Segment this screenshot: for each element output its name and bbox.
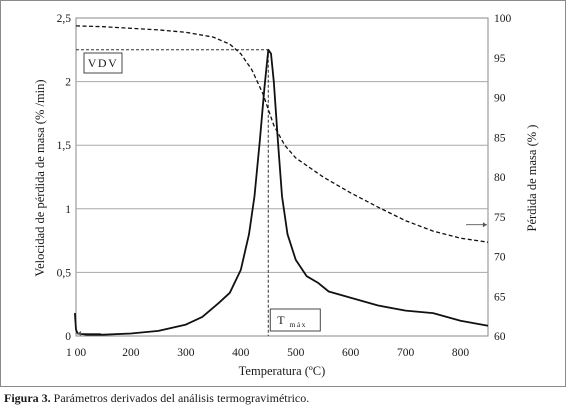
caption-label: Figura 3. — [4, 391, 51, 405]
figure-frame — [0, 0, 566, 387]
caption-text: Parámetros derivados del análisis termog… — [50, 391, 310, 405]
x-tick-label: 500 — [287, 347, 305, 359]
left-tick-label: 0 — [65, 331, 71, 343]
right-axis-title: Pérdida de masa (% ) — [525, 125, 539, 232]
mass-loss-rate-series — [74, 48, 489, 336]
left-axis-title: Velocidad de pérdida de masa (% /min) — [33, 79, 47, 276]
vdv-label: VDV — [88, 56, 119, 70]
thermogravimetric-chart: 0 0,5 1 1,5 2 2,5 60 65 70 75 80 85 90 95 100 1 00 200 30… — [33, 13, 539, 378]
tmax-label-box — [269, 308, 321, 332]
left-tick-label: 0,5 — [57, 267, 72, 279]
x-tick-label: 800 — [452, 347, 470, 359]
right-tick-label: 65 — [494, 291, 506, 303]
right-tick-label: 85 — [494, 132, 506, 144]
x-tick-label: 200 — [122, 347, 140, 359]
reference-lines — [76, 49, 269, 336]
right-axis-arrowhead — [482, 222, 487, 228]
x-tick-label: 1 00 — [66, 347, 86, 359]
left-tick-label: 2,5 — [57, 13, 72, 25]
figure-caption: Figura 3. Parámetros derivados del análi… — [4, 391, 309, 406]
x-tick-label: 400 — [232, 347, 250, 359]
right-tick-label: 100 — [494, 13, 512, 25]
x-tick-label: 600 — [342, 347, 360, 359]
x-tick-label: 700 — [397, 347, 415, 359]
right-tick-label: 75 — [494, 212, 506, 224]
x-tick-label: 300 — [177, 347, 195, 359]
mass-loss-series — [75, 25, 489, 243]
right-tick-label: 95 — [494, 53, 506, 65]
right-tick-label: 60 — [494, 331, 506, 343]
vdv-label-box — [83, 52, 123, 74]
plot-area-border — [75, 17, 489, 337]
series-group — [74, 25, 489, 336]
x-axis-title: Temperatura (ºC) — [239, 364, 326, 378]
right-tick-label: 80 — [494, 172, 506, 184]
right-tick-label: 90 — [494, 93, 506, 105]
tmax-label-subscript: máx — [286, 320, 307, 329]
left-tick-label: 1 — [65, 204, 71, 216]
grid-lines — [76, 81, 488, 273]
tick-labels: 0 0,5 1 1,5 2 2,5 60 65 70 75 80 85 90 95 100 1 00 200 30… — [57, 13, 512, 359]
left-tick-label: 1,5 — [57, 140, 72, 152]
right-tick-label: 70 — [494, 252, 506, 264]
left-tick-label: 2 — [65, 77, 71, 89]
left-axis-arrowhead — [77, 330, 82, 336]
